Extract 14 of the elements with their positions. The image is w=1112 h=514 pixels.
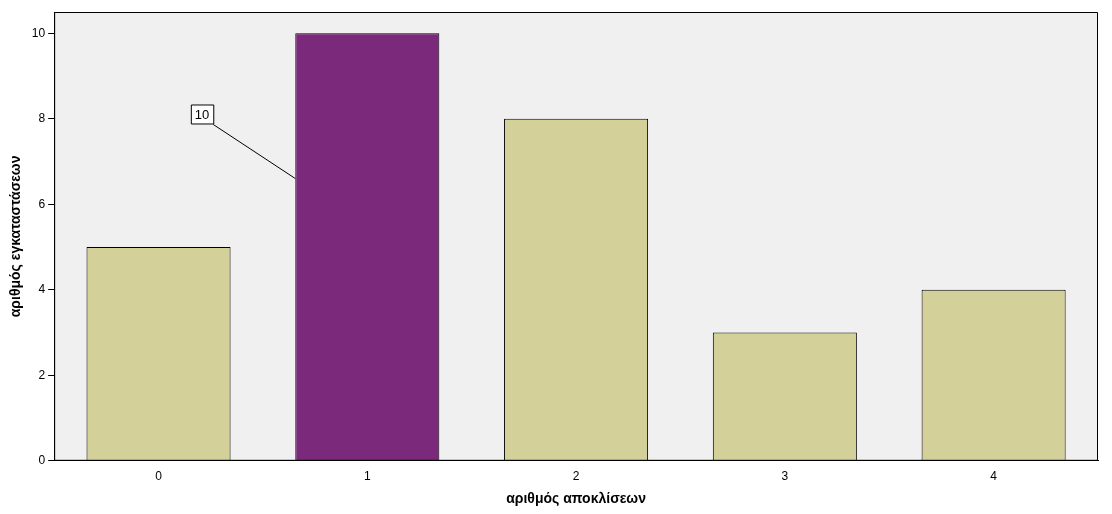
x-tick-label: 2 bbox=[572, 469, 580, 484]
y-axis-title: αριθμός εγκαταστάσεων bbox=[7, 155, 24, 318]
x-tick-label: 0 bbox=[155, 469, 163, 484]
x-axis-title: αριθμός αποκλίσεων bbox=[506, 490, 647, 507]
y-tick-label: 8 bbox=[38, 111, 46, 126]
x-tick-label: 1 bbox=[363, 469, 371, 484]
x-tick-label: 4 bbox=[990, 469, 998, 484]
x-tick-label: 3 bbox=[781, 469, 789, 484]
y-tick-label: 10 bbox=[31, 25, 46, 40]
data-label: 10 bbox=[194, 107, 210, 123]
y-tick-label: 4 bbox=[38, 282, 46, 297]
y-tick-label: 6 bbox=[38, 196, 46, 211]
y-tick-label: 0 bbox=[38, 453, 46, 468]
y-tick-label: 2 bbox=[38, 367, 46, 382]
